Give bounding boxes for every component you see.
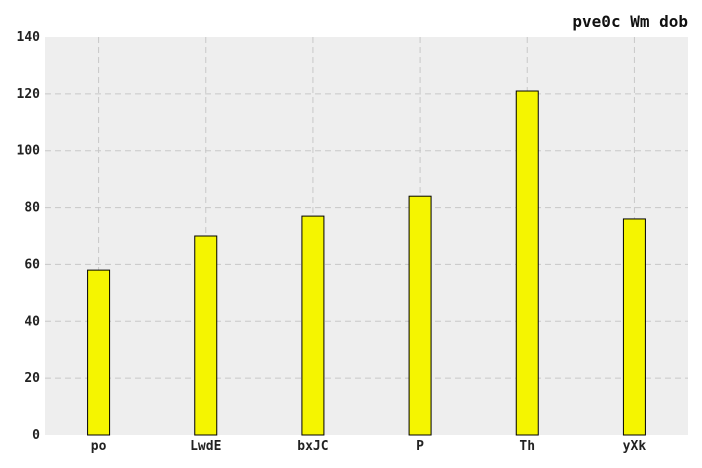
bar-bxJC: [301, 215, 325, 436]
plot-area: [45, 37, 688, 435]
y-tick-label: 80: [24, 201, 40, 216]
x-tick-label: bxJC: [297, 439, 328, 454]
y-tick-label: 40: [24, 314, 40, 329]
y-tick-label: 140: [17, 30, 41, 45]
y-tick-label: 100: [17, 144, 41, 159]
y-axis-ticks: 0 20 40 60 80 100 120 140: [17, 30, 41, 443]
x-tick-label: P: [416, 439, 424, 454]
y-tick-label: 60: [24, 257, 40, 272]
bar-P: [408, 195, 432, 436]
chart-title: pve0c Wm dob: [572, 12, 688, 31]
bar-po: [87, 269, 111, 436]
bar-yXk: [622, 218, 646, 436]
y-tick-label: 20: [24, 371, 40, 386]
bar-LwdE: [194, 235, 218, 436]
x-tick-label: Th: [519, 439, 535, 454]
bars-group: [87, 90, 646, 436]
x-axis-ticks: po LwdE bxJC P Th yXk: [91, 439, 647, 454]
x-tick-label: po: [91, 439, 107, 454]
bar-Th: [515, 90, 539, 436]
x-tick-label: LwdE: [190, 439, 221, 454]
x-tick-label: yXk: [623, 439, 647, 454]
y-tick-label: 120: [17, 87, 41, 102]
y-tick-label: 0: [32, 428, 40, 443]
